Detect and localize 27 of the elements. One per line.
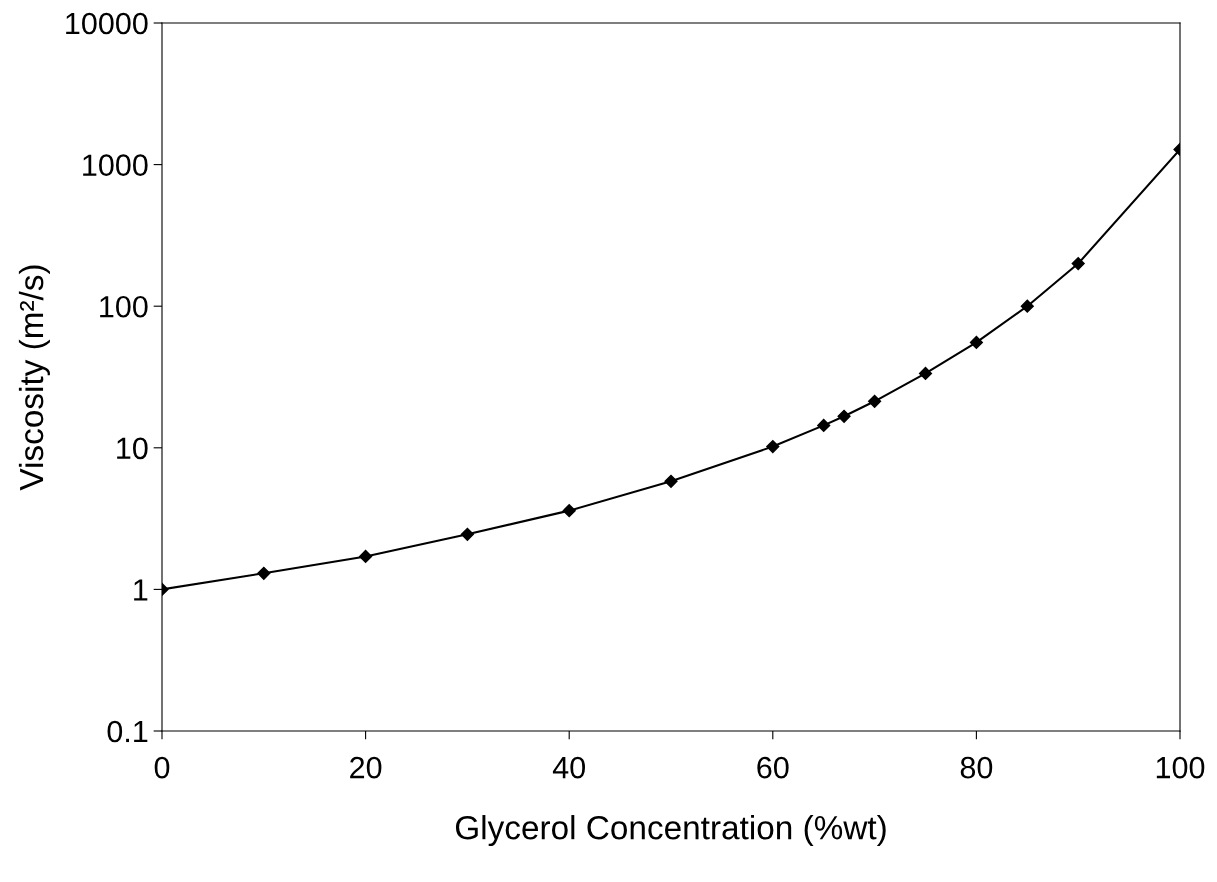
y-tick-label: 100: [100, 295, 148, 318]
y-tick-label: 10: [117, 437, 148, 460]
x-tick-label: 80: [960, 756, 993, 779]
y-tick-label: 0.1: [107, 720, 148, 743]
point: [1071, 256, 1085, 271]
x-tick-label: 60: [757, 756, 789, 779]
point: [868, 394, 882, 408]
point: [766, 439, 780, 454]
y-tick-label: 1000: [83, 154, 148, 176]
x-tick-label: 40: [552, 756, 585, 779]
point: [837, 409, 851, 423]
point: [257, 566, 271, 580]
point: [359, 549, 373, 563]
x-axis-title: Glycerol Concentration (%wt): [455, 815, 886, 847]
y-tick-label: 1: [134, 579, 148, 601]
point: [1020, 299, 1034, 313]
point: [562, 504, 576, 518]
x-tick-label: 20: [350, 756, 382, 779]
point: [664, 474, 678, 488]
x-tick-label: 0: [154, 756, 170, 779]
point: [460, 527, 474, 541]
y-tick-label: 10000: [66, 12, 148, 35]
point: [969, 335, 983, 349]
x-tick-label: 100: [1156, 756, 1205, 779]
y-axis-title: Viscosity (m²/s): [18, 265, 50, 491]
point: [817, 418, 831, 432]
point: [918, 366, 933, 381]
